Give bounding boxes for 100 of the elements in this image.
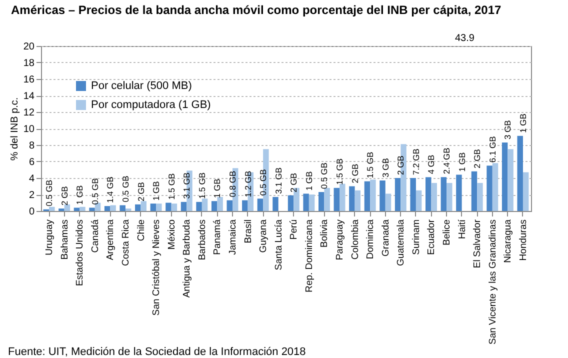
annotation: 1.2 GB <box>242 170 253 198</box>
bar <box>354 190 361 211</box>
y-tick-label: 10 <box>23 124 35 135</box>
bar <box>340 184 346 211</box>
x-tick-label: Bolivia <box>319 218 330 248</box>
x-tick-label: Rep. Dominicana <box>304 218 315 292</box>
x-tick-label: Argentina <box>105 218 116 260</box>
annotation: 2 GB <box>59 186 70 206</box>
x-tick-label: Perú <box>288 220 300 240</box>
y-tick-label: 6 <box>28 157 35 168</box>
bar <box>508 149 514 211</box>
bar <box>180 202 187 211</box>
bar <box>334 188 340 211</box>
x-tick-label: Paraguay <box>334 219 346 260</box>
y-tick-label: 12 <box>23 108 35 118</box>
annotation: 3 GB <box>502 120 513 140</box>
bar <box>471 171 478 211</box>
x-tick-label: Ecuador <box>426 220 438 255</box>
annotation: 1 GB <box>74 185 85 205</box>
annotation: 3.1 GB <box>182 172 192 199</box>
bar <box>394 178 401 211</box>
bar <box>486 166 492 211</box>
bar <box>385 194 392 211</box>
x-tick-label: Barbados <box>196 219 208 260</box>
bar <box>242 200 248 211</box>
annotation: 2 GB <box>472 148 482 168</box>
bar <box>196 202 202 211</box>
y-tick-label: 8 <box>28 140 35 152</box>
bar <box>226 200 232 211</box>
x-tick-label: Guyana <box>258 218 270 253</box>
x-tick-label: Costa Rica <box>120 218 132 266</box>
x-tick-label: México <box>166 220 178 250</box>
bar <box>80 206 86 211</box>
x-tick-label: Panamá <box>212 218 224 255</box>
source-note: Fuente: UIT, Medición de la Sociedad de la Información 2018 <box>7 345 307 358</box>
bar <box>308 194 315 211</box>
bar <box>110 205 116 211</box>
x-tick-label: Nicaragua <box>502 218 514 263</box>
annotation: 1.5 GB <box>334 158 345 185</box>
bar <box>502 142 508 211</box>
bar <box>410 178 416 211</box>
bar <box>156 204 162 211</box>
y-tick-label: 14 <box>23 91 35 102</box>
x-tick-label: Bahamas <box>59 219 70 260</box>
bar <box>522 172 529 211</box>
x-tick-label: Belice <box>442 220 453 246</box>
annotation: 0.5 GB <box>258 168 268 196</box>
annotation: 2 GB <box>136 182 146 202</box>
bar <box>272 196 278 211</box>
y-tick-label: 16 <box>23 74 35 86</box>
bar <box>150 204 156 211</box>
x-tick-label: Chile <box>136 220 147 242</box>
y-tick-label: 20 <box>23 42 35 52</box>
bar <box>202 198 208 211</box>
annotation: 1 GB <box>456 152 467 172</box>
annotation: 7.2 GB <box>410 148 421 175</box>
x-tick-label: Haití <box>456 219 468 240</box>
y-tick-label: 0 <box>28 206 35 218</box>
bar <box>288 195 294 211</box>
bar <box>416 190 422 211</box>
x-tick-label: Santa Lucía <box>273 218 284 270</box>
bar <box>89 208 95 211</box>
x-tick-label: Granada <box>380 218 392 256</box>
annotation: 1 GB <box>518 113 528 133</box>
annotation: 1.5 GB <box>365 152 376 178</box>
annotation: 1 GB <box>304 170 314 191</box>
annotation: 0.5 GB <box>44 180 54 206</box>
annotation: 4 GB <box>426 154 436 174</box>
bar <box>217 196 223 211</box>
bar <box>74 208 80 211</box>
annotation: 1.5 GB <box>166 172 176 200</box>
annotation: 2.4 GB <box>442 147 452 174</box>
bar <box>257 198 264 211</box>
annotation: 1 GB <box>151 180 162 201</box>
bar <box>324 188 330 211</box>
annotation: 0.5 GB <box>319 162 330 190</box>
x-tick-label: Uruguay <box>44 219 56 256</box>
bar <box>349 186 355 211</box>
bar <box>380 180 386 211</box>
annotation: 1.4 GB <box>105 176 116 204</box>
bar <box>477 182 483 211</box>
x-tick-label: Colombia <box>350 218 361 260</box>
bar <box>431 182 437 211</box>
x-tick-label: Surinam <box>410 219 422 255</box>
annotation: 2 GB <box>396 155 406 175</box>
text: 43.9 <box>454 33 475 44</box>
x-tick-label: Estados Unidos <box>74 219 86 286</box>
x-tick-label: Guatemala <box>396 218 407 266</box>
x-tick-label: Canadá <box>90 218 101 253</box>
bar <box>104 206 110 211</box>
bar <box>364 181 370 211</box>
bar <box>446 182 452 211</box>
annotation: 3.1 GB <box>273 167 284 194</box>
bar <box>370 180 376 211</box>
annotation: 2 GB <box>288 172 299 192</box>
bar <box>140 201 146 211</box>
bar <box>440 177 447 211</box>
y-tick-label: 4 <box>28 174 35 184</box>
x-tick-label: Jamaica <box>227 218 238 255</box>
annotation: 0.5 GB <box>120 175 130 202</box>
